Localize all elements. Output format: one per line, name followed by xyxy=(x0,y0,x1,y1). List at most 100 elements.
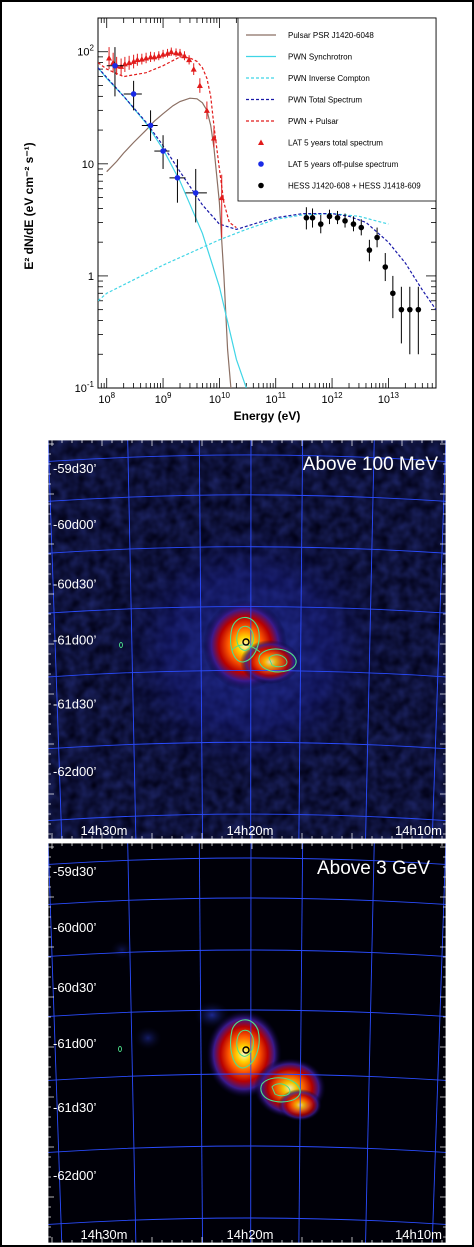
diffuse-emission xyxy=(134,1026,162,1050)
pulsar-position-marker xyxy=(242,1046,250,1054)
dec-tick-label: -62d00’ xyxy=(53,1168,96,1183)
y-tick-label: 1 xyxy=(88,271,94,283)
sed-chart: 108 109 1010 1011 1012 1013 10-1 1 10 102 Pulsar … xyxy=(22,17,437,423)
tev-contour xyxy=(236,1029,254,1057)
series-line xyxy=(98,67,436,311)
ra-grid-line xyxy=(127,440,137,839)
data-point xyxy=(130,91,137,97)
data-point xyxy=(334,214,341,221)
dec-grid-line xyxy=(48,741,446,750)
data-point xyxy=(374,234,380,241)
x-tick-label: 1013 xyxy=(378,391,400,406)
ra-grid-line xyxy=(48,843,63,1243)
legend-label: HESS J1420-608 + HESS J1418-609 xyxy=(288,182,421,191)
data-point xyxy=(106,54,113,61)
dec-tick-label: -60d30’ xyxy=(53,577,96,592)
data-point xyxy=(382,264,389,270)
tev-contour xyxy=(271,1083,291,1097)
dec-grid-line xyxy=(48,494,446,502)
sed-axes: 108 109 1010 1011 1012 1013 10-1 1 10 102 xyxy=(75,17,437,406)
map-title: Above 100 MeV xyxy=(303,454,439,475)
coordinate-grid xyxy=(48,843,446,1243)
ra-grid-line xyxy=(431,440,446,839)
data-point xyxy=(164,50,171,56)
tev-contour xyxy=(258,648,297,673)
data-point xyxy=(155,52,162,59)
series-line xyxy=(106,97,232,388)
tev-contour xyxy=(268,654,288,668)
y-tick-label: 10-1 xyxy=(75,380,95,395)
x-tick-label: 108 xyxy=(98,391,115,406)
sed-legend: Pulsar PSR J1420-6048 PWN Synchrotron PWN … xyxy=(237,17,437,202)
tev-contour xyxy=(260,1077,301,1103)
dec-grid-line xyxy=(48,813,446,821)
data-point xyxy=(126,59,133,66)
data-point xyxy=(151,53,158,60)
data-point xyxy=(218,194,225,201)
data-point xyxy=(407,306,413,313)
data-point xyxy=(366,247,373,253)
ra-tick-label: 14h10m xyxy=(395,1227,442,1242)
data-point xyxy=(415,306,422,313)
ra-tick-label: 14h20m xyxy=(227,1227,274,1242)
emission-peak-secondary xyxy=(240,640,300,684)
dec-grid-line xyxy=(48,949,446,957)
data-point xyxy=(147,122,154,129)
legend-box xyxy=(237,17,437,202)
dec-grid-line xyxy=(48,897,446,905)
x-tick-label: 1012 xyxy=(321,391,343,406)
ra-grid-line xyxy=(198,843,203,1243)
ra-tick-label: 14h10m xyxy=(395,823,442,838)
y-tick-label: 102 xyxy=(77,44,94,59)
dec-grid-line xyxy=(48,454,446,462)
dec-tick-label: -60d00’ xyxy=(53,920,96,935)
x-tick-label: 109 xyxy=(155,391,172,406)
map-above-100mev: Above 100 MeV -59d30’ -60d00’ -60d30’ -61d0… xyxy=(47,439,447,840)
ra-tick-label: 14h30m xyxy=(81,1227,128,1242)
data-point xyxy=(143,54,150,61)
coordinate-grid xyxy=(48,440,446,839)
dec-tick-label: -60d00’ xyxy=(53,517,96,532)
dec-grid-line xyxy=(48,1009,446,1017)
tev-contour-small xyxy=(119,642,123,648)
data-point xyxy=(350,221,357,227)
map-frame xyxy=(47,842,447,1244)
data-point xyxy=(168,48,175,55)
dec-grid-line xyxy=(48,606,446,614)
dec-grid-line xyxy=(48,1073,446,1081)
map-title: Above 3 GeV xyxy=(317,858,430,879)
legend-swatch xyxy=(258,182,264,189)
data-point xyxy=(160,148,166,154)
diffuse-emission xyxy=(110,940,134,960)
y-tick-label: 10 xyxy=(82,159,94,171)
x-axis-label: Energy (eV) xyxy=(234,409,301,423)
data-point xyxy=(309,214,316,221)
map-frame xyxy=(47,439,447,840)
data-point xyxy=(130,58,137,64)
data-point xyxy=(173,49,180,56)
data-point xyxy=(181,52,188,59)
ra-grid-line xyxy=(365,843,375,1243)
dec-grid-line xyxy=(48,1217,446,1225)
data-point xyxy=(358,224,365,231)
ra-grid-line xyxy=(298,843,304,1243)
ra-grid-line xyxy=(48,440,63,839)
data-point xyxy=(317,221,324,227)
legend-swatch xyxy=(258,161,264,167)
y-axis-label: E² dN/dE (eV cm⁻² s⁻¹) xyxy=(22,142,36,269)
data-point xyxy=(342,218,348,224)
legend-label: LAT 5 years off-pulse spectrum xyxy=(288,160,399,169)
tev-contour xyxy=(236,625,254,651)
dec-tick-label: -62d00’ xyxy=(53,764,96,779)
data-point xyxy=(147,53,154,60)
ra-tick-label: 14h30m xyxy=(81,823,128,838)
data-point xyxy=(174,175,181,181)
map-axis-labels: -59d30’ -60d00’ -60d30’ -61d00’ -61d30’ -62d0… xyxy=(48,843,446,1243)
x-tick-label: 1011 xyxy=(265,391,286,406)
data-point xyxy=(390,290,396,297)
data-point xyxy=(177,50,184,56)
sed-series-points xyxy=(106,47,422,355)
dec-tick-label: -61d00’ xyxy=(53,633,96,648)
